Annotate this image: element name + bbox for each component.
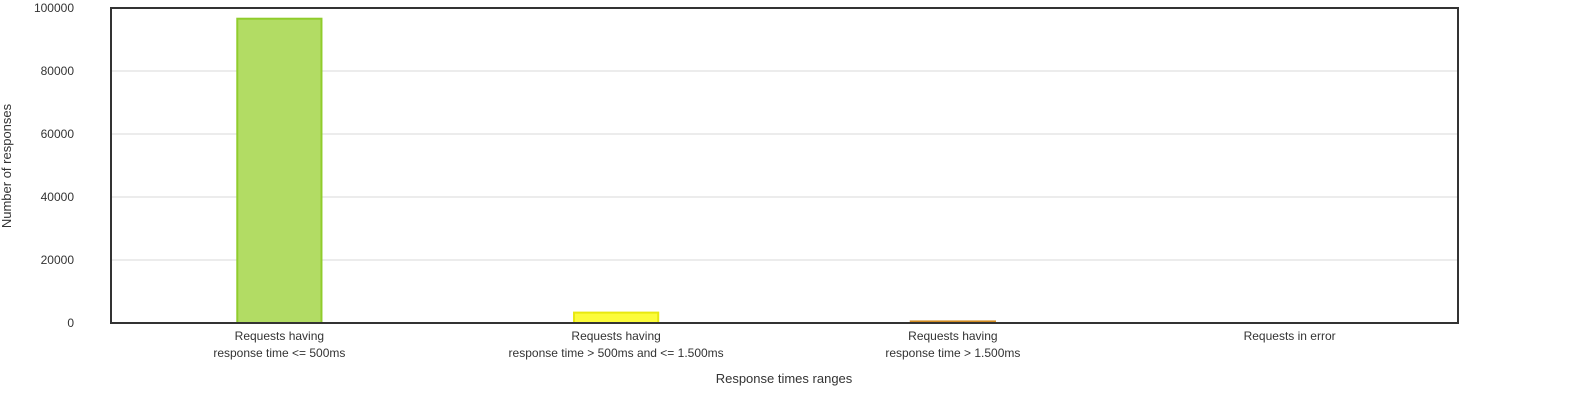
x-category-labels: Requests having response time <= 500ms Req… (213, 329, 1335, 360)
x-category-label: Requests having (571, 329, 660, 343)
gridlines (111, 70, 1458, 261)
x-axis-title: Response times ranges (716, 371, 853, 386)
y-tick-label: 20000 (41, 253, 75, 267)
bar (236, 17, 323, 325)
y-tick-label: 40000 (41, 190, 75, 204)
plot-frame (110, 7, 1459, 324)
bars (236, 17, 996, 325)
y-tick-label: 80000 (41, 64, 75, 78)
x-category-label: Requests having (908, 329, 997, 343)
y-tick-labels: 0 20000 40000 60000 80000 100000 (34, 1, 74, 330)
y-axis-title: Number of responses (0, 103, 14, 228)
x-category-label: response time <= 500ms (213, 346, 345, 360)
bar (573, 311, 660, 325)
x-category-label: response time > 1.500ms (885, 346, 1020, 360)
x-category-label: Requests in error (1244, 329, 1336, 343)
y-tick-label: 0 (67, 316, 74, 330)
y-tick-label: 100000 (34, 1, 74, 15)
x-category-label: Requests having (235, 329, 324, 343)
y-tick-label: 60000 (41, 127, 75, 141)
x-category-label: response time > 500ms and <= 1.500ms (509, 346, 724, 360)
